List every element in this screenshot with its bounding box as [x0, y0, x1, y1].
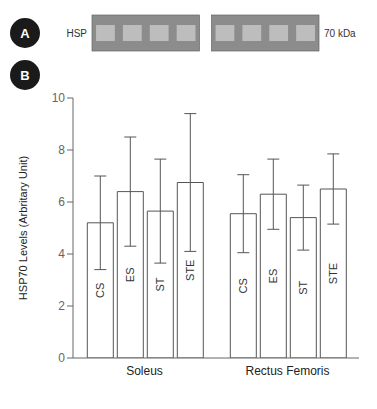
- svg-text:10: 10: [52, 91, 66, 105]
- svg-text:6: 6: [58, 195, 65, 209]
- svg-text:ST: ST: [297, 280, 309, 294]
- svg-text:STE: STE: [184, 260, 196, 281]
- svg-text:A: A: [20, 26, 30, 41]
- svg-text:4: 4: [58, 247, 65, 261]
- svg-text:ST: ST: [154, 277, 166, 291]
- svg-text:CS: CS: [94, 283, 106, 298]
- svg-text:0: 0: [58, 351, 65, 365]
- svg-text:2: 2: [58, 299, 65, 313]
- svg-text:Rectus Femoris: Rectus Femoris: [245, 364, 329, 378]
- svg-text:ES: ES: [124, 267, 136, 282]
- svg-text:ES: ES: [267, 269, 279, 284]
- svg-text:70 kDa: 70 kDa: [324, 28, 356, 39]
- svg-text:HSP: HSP: [66, 28, 87, 39]
- svg-text:Soleus: Soleus: [126, 364, 163, 378]
- svg-text:CS: CS: [237, 278, 249, 293]
- svg-text:STE: STE: [327, 263, 339, 284]
- svg-text:HSP70 Levels (Arbritary Unit): HSP70 Levels (Arbritary Unit): [17, 156, 29, 300]
- svg-text:8: 8: [58, 143, 65, 157]
- svg-text:B: B: [20, 68, 29, 83]
